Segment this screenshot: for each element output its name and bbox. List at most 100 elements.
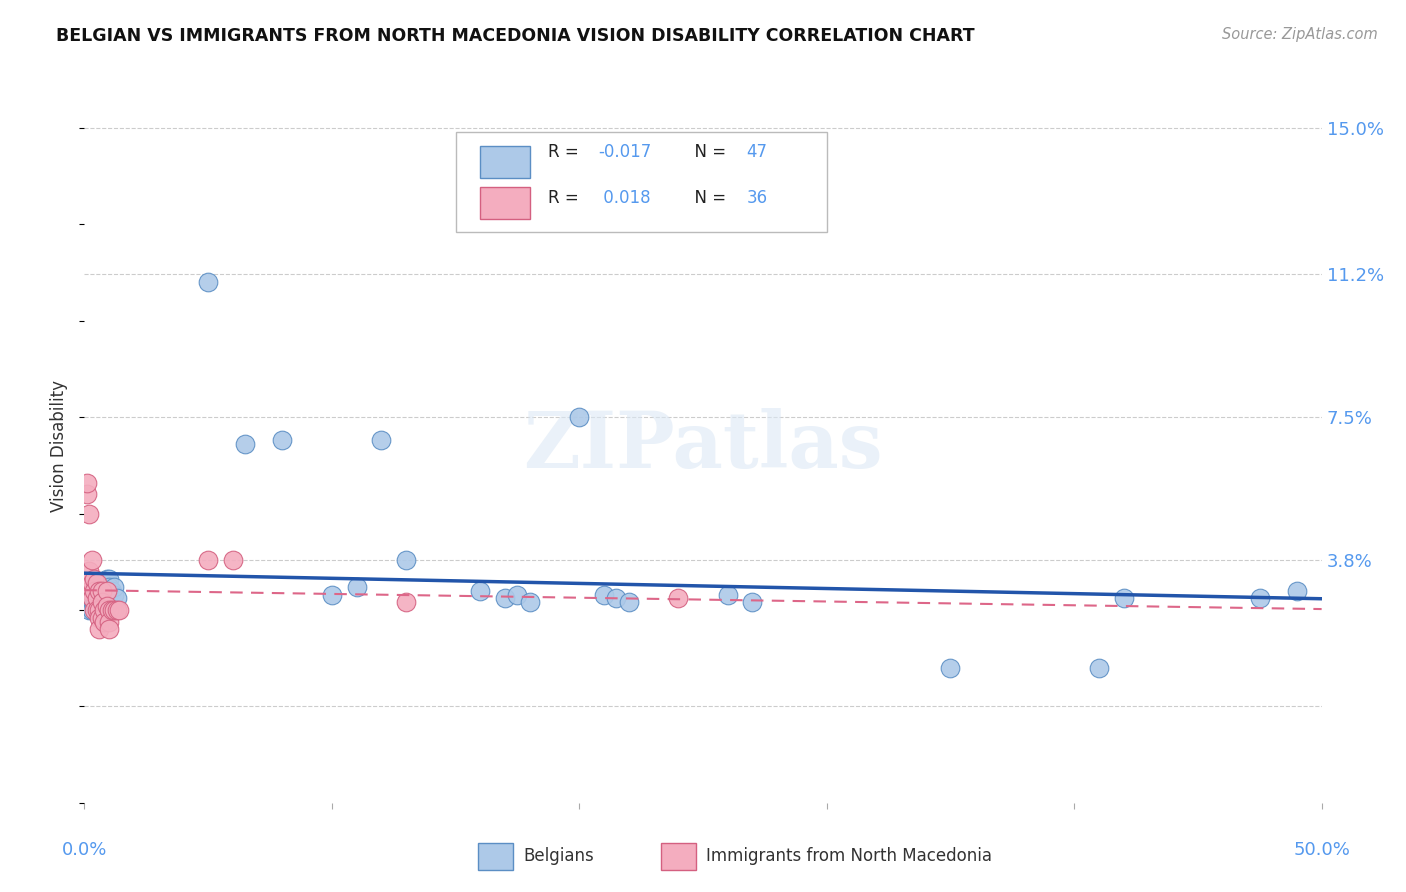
Point — [89, 603, 111, 617]
Point — [717, 587, 740, 601]
Point — [86, 576, 108, 591]
Point — [86, 603, 108, 617]
Text: Source: ZipAtlas.com: Source: ZipAtlas.com — [1222, 27, 1378, 42]
Point — [271, 434, 294, 448]
Point — [79, 603, 101, 617]
Point — [197, 553, 219, 567]
Point — [89, 591, 111, 606]
Point — [93, 615, 115, 629]
Point — [103, 603, 125, 617]
Y-axis label: Vision Disability: Vision Disability — [51, 380, 69, 512]
Point — [90, 595, 112, 609]
Point — [346, 580, 368, 594]
Text: Belgians: Belgians — [523, 847, 593, 865]
Point — [105, 603, 128, 617]
Text: 0.0%: 0.0% — [62, 841, 107, 859]
FancyBboxPatch shape — [481, 146, 530, 178]
Text: 50.0%: 50.0% — [1294, 841, 1350, 859]
Point — [96, 599, 118, 613]
Point — [79, 599, 101, 613]
Point — [321, 587, 343, 601]
Point — [96, 572, 118, 586]
Point — [395, 595, 418, 609]
Text: 36: 36 — [747, 189, 768, 207]
Point — [89, 603, 111, 617]
Point — [197, 275, 219, 289]
Point — [93, 603, 115, 617]
Point — [96, 583, 118, 598]
Point — [93, 591, 115, 606]
Point — [617, 595, 640, 609]
Point — [90, 595, 112, 609]
Point — [79, 565, 101, 579]
Text: -0.017: -0.017 — [598, 143, 651, 161]
Point — [79, 507, 101, 521]
Point — [83, 595, 105, 609]
Point — [80, 591, 103, 606]
Point — [666, 591, 689, 606]
Point — [83, 572, 105, 586]
Point — [233, 437, 256, 451]
Point — [89, 622, 111, 636]
Point — [470, 583, 492, 598]
Point — [98, 622, 121, 636]
Point — [83, 599, 105, 613]
Point — [90, 583, 112, 598]
Point — [1285, 583, 1308, 598]
Point — [222, 553, 245, 567]
Point — [80, 603, 103, 617]
Point — [506, 587, 529, 601]
Point — [96, 595, 118, 609]
Point — [80, 553, 103, 567]
Point — [98, 572, 121, 586]
Point — [593, 587, 616, 601]
Point — [90, 587, 112, 601]
Text: R =: R = — [548, 143, 585, 161]
Point — [86, 599, 108, 613]
Text: R =: R = — [548, 189, 585, 207]
Point — [741, 595, 763, 609]
Point — [370, 434, 392, 448]
Point — [1088, 661, 1111, 675]
Point — [568, 410, 591, 425]
Point — [108, 603, 131, 617]
Point — [76, 475, 98, 490]
Point — [89, 583, 111, 598]
Text: N =: N = — [685, 189, 731, 207]
Point — [103, 587, 125, 601]
Text: 47: 47 — [747, 143, 768, 161]
Point — [1112, 591, 1135, 606]
Point — [83, 583, 105, 598]
Point — [98, 580, 121, 594]
Point — [105, 591, 128, 606]
Point — [76, 595, 98, 609]
Point — [83, 603, 105, 617]
Point — [494, 591, 516, 606]
Point — [86, 595, 108, 609]
Point — [79, 583, 101, 598]
Text: ZIPatlas: ZIPatlas — [523, 408, 883, 484]
Point — [395, 553, 418, 567]
Point — [605, 591, 627, 606]
Text: Immigrants from North Macedonia: Immigrants from North Macedonia — [706, 847, 991, 865]
Text: BELGIAN VS IMMIGRANTS FROM NORTH MACEDONIA VISION DISABILITY CORRELATION CHART: BELGIAN VS IMMIGRANTS FROM NORTH MACEDON… — [56, 27, 974, 45]
Point — [80, 576, 103, 591]
Point — [98, 583, 121, 598]
Point — [90, 610, 112, 624]
Text: 0.018: 0.018 — [598, 189, 651, 207]
Point — [90, 580, 112, 594]
Point — [100, 583, 122, 598]
FancyBboxPatch shape — [456, 132, 827, 232]
Point — [89, 610, 111, 624]
Point — [86, 591, 108, 606]
Point — [76, 487, 98, 501]
Point — [93, 583, 115, 598]
Point — [98, 603, 121, 617]
Point — [103, 580, 125, 594]
Point — [519, 595, 541, 609]
Point — [98, 615, 121, 629]
Point — [939, 661, 962, 675]
Point — [100, 603, 122, 617]
Point — [1249, 591, 1271, 606]
Point — [80, 591, 103, 606]
